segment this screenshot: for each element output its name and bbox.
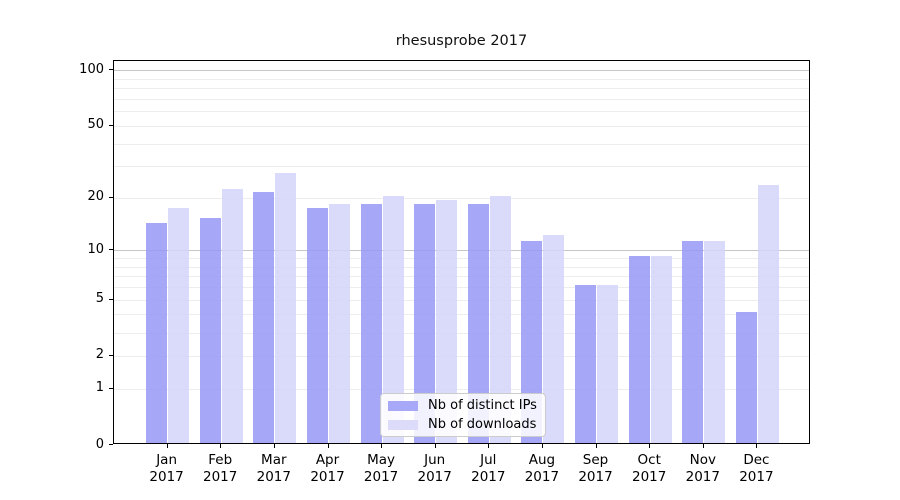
legend-label-distinct-ips: Nb of distinct IPs (428, 398, 537, 413)
y-tick-label-2: 2 (95, 347, 104, 363)
plot-area (113, 60, 810, 444)
x-tick-mark-jul (488, 444, 490, 448)
x-tick-mark-jun (434, 444, 436, 448)
legend-item-downloads: Nb of downloads (388, 417, 537, 432)
bar-downloads-jul (489, 195, 511, 443)
bar-distinct-ips-oct (628, 256, 650, 443)
x-tick-label-may: May 2017 (363, 452, 399, 485)
x-tick-label-apr: Apr 2017 (310, 452, 345, 485)
y-tick-mark-0 (109, 444, 113, 445)
x-tick-label-nov: Nov 2017 (685, 452, 720, 485)
y-tick-label-20: 20 (87, 189, 104, 205)
y-tick-label-0: 0 (95, 436, 104, 452)
y-tick-mark-20 (109, 196, 113, 198)
gridline-90 (114, 78, 809, 80)
y-tick-label-50: 50 (87, 117, 104, 133)
gridline-40 (114, 143, 809, 145)
x-tick-label-jul: Jul 2017 (471, 452, 506, 485)
gridline-30 (114, 166, 809, 168)
x-tick-label-mar: Mar 2017 (256, 452, 291, 485)
legend-item-distinct-ips: Nb of distinct IPs (388, 398, 537, 413)
gridline-3 (114, 332, 809, 334)
x-tick-label-feb: Feb 2017 (203, 452, 238, 485)
x-tick-label-sep: Sep 2017 (578, 452, 613, 485)
gridline-6 (114, 287, 809, 289)
bar-distinct-ips-jun (414, 204, 436, 443)
bar-downloads-jun (436, 199, 458, 443)
gridline-9 (114, 258, 809, 260)
gridline-8 (114, 266, 809, 268)
bar-downloads-dec (757, 185, 779, 443)
x-tick-mark-aug (541, 444, 543, 448)
bar-distinct-ips-dec (735, 312, 757, 443)
y-tick-label-10: 10 (87, 241, 104, 257)
bar-distinct-ips-jan (146, 223, 168, 443)
y-tick-mark-5 (109, 298, 113, 300)
x-tick-mark-nov (702, 444, 704, 448)
y-tick-mark-100 (109, 69, 113, 71)
x-tick-mark-dec (756, 444, 758, 448)
gridline-4 (114, 314, 809, 316)
x-tick-mark-feb (220, 444, 222, 448)
bar-distinct-ips-sep (575, 285, 596, 443)
bar-downloads-oct (650, 256, 672, 443)
bar-distinct-ips-aug (521, 241, 543, 443)
x-tick-label-dec: Dec 2017 (739, 452, 774, 485)
x-tick-mark-sep (595, 444, 597, 448)
bar-downloads-sep (597, 285, 618, 443)
bar-downloads-aug (543, 234, 565, 443)
gridline-50 (114, 125, 809, 127)
bar-distinct-ips-nov (682, 241, 704, 443)
bar-downloads-mar (275, 172, 297, 443)
y-tick-label-5: 5 (95, 291, 104, 307)
legend-swatch-downloads (388, 419, 418, 430)
gridline-70 (114, 99, 809, 100)
bar-downloads-apr (329, 204, 350, 443)
x-tick-label-oct: Oct 2017 (632, 452, 667, 485)
legend-swatch-distinct-ips (388, 400, 418, 411)
x-tick-mark-jan (166, 444, 168, 448)
bar-downloads-may (382, 195, 404, 443)
y-tick-mark-1 (109, 387, 113, 389)
bar-distinct-ips-feb (199, 217, 221, 443)
x-tick-label-jun: Jun 2017 (417, 452, 452, 485)
gridline-7 (114, 276, 809, 278)
gridline-1 (114, 388, 809, 390)
chart-title: rhesusprobe 2017 (395, 33, 528, 49)
gridline-5 (114, 299, 809, 301)
y-tick-mark-2 (109, 354, 113, 356)
x-tick-label-jan: Jan 2017 (149, 452, 184, 485)
gridline-2 (114, 355, 809, 357)
bar-downloads-feb (221, 188, 243, 443)
gridline-10 (114, 250, 809, 252)
bar-distinct-ips-apr (307, 208, 328, 443)
x-tick-label-aug: Aug 2017 (524, 452, 560, 485)
x-tick-mark-may (381, 444, 383, 448)
bar-distinct-ips-mar (253, 192, 275, 443)
x-tick-mark-mar (273, 444, 275, 448)
y-tick-mark-50 (109, 124, 113, 126)
bar-downloads-jan (168, 208, 190, 443)
y-tick-mark-10 (109, 249, 113, 251)
gridline-100 (114, 70, 809, 72)
legend: Nb of distinct IPs Nb of downloads (380, 393, 546, 437)
bar-downloads-nov (704, 241, 726, 443)
gridline-60 (114, 111, 809, 113)
bar-distinct-ips-jul (467, 204, 489, 443)
gridline-20 (114, 197, 809, 199)
gridline-80 (114, 88, 809, 90)
bar-distinct-ips-may (360, 204, 382, 443)
x-tick-mark-apr (327, 444, 329, 448)
y-tick-label-100: 100 (79, 61, 104, 77)
y-tick-label-1: 1 (95, 380, 104, 396)
legend-label-downloads: Nb of downloads (428, 417, 537, 432)
x-tick-mark-oct (649, 444, 651, 448)
